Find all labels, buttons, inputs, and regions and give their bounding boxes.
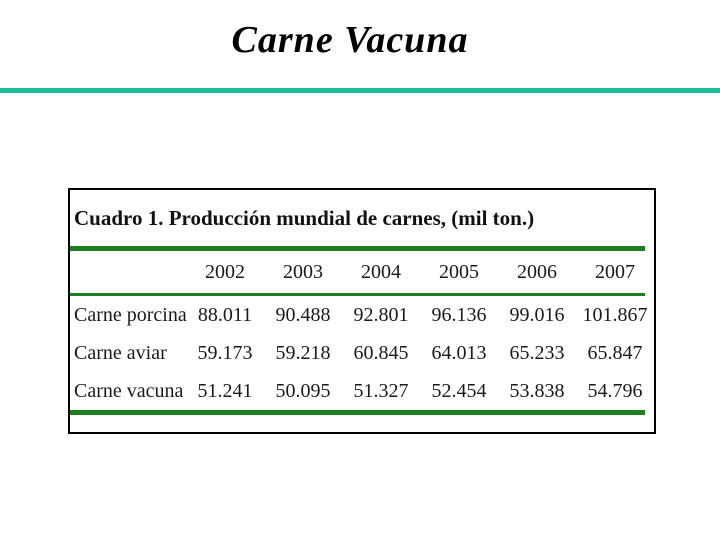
year-column-header: 2005 [439, 260, 479, 283]
value-cell: 52.454 [431, 379, 487, 402]
table-row: Carne aviar 59.173 59.218 60.845 64.013 … [70, 334, 654, 372]
value-cell: 65.233 [509, 341, 565, 364]
title-divider-rule [0, 88, 720, 93]
table-caption: Cuadro 1. Producción mundial de carnes, … [74, 205, 535, 230]
table-row: Carne porcina 88.011 90.488 92.801 96.13… [70, 296, 654, 334]
table-row: Carne vacuna 51.241 50.095 51.327 52.454… [70, 372, 654, 410]
header-divider-rule [70, 293, 645, 296]
year-column-header: 2007 [595, 260, 635, 283]
value-cell: 101.867 [582, 303, 648, 326]
year-column-header: 2002 [205, 260, 245, 283]
value-cell: 88.011 [197, 303, 253, 326]
year-column-header: 2006 [517, 260, 557, 283]
value-cell: 59.218 [275, 341, 331, 364]
year-column-header: 2003 [283, 260, 323, 283]
value-cell: 96.136 [431, 303, 487, 326]
row-label: Carne vacuna [74, 379, 184, 402]
value-cell: 53.838 [509, 379, 565, 402]
value-cell: 99.016 [509, 303, 565, 326]
row-label: Carne aviar [74, 341, 167, 364]
value-cell: 54.796 [587, 379, 643, 402]
value-cell: 92.801 [353, 303, 409, 326]
value-cell: 65.847 [587, 341, 643, 364]
value-cell: 50.095 [275, 379, 331, 402]
year-column-header: 2004 [361, 260, 401, 283]
value-cell: 90.488 [275, 303, 331, 326]
value-cell: 60.845 [353, 341, 409, 364]
value-cell: 64.013 [431, 341, 487, 364]
table-bottom-gap [70, 415, 654, 432]
slide-title: Carne Vacuna [231, 19, 469, 61]
row-label: Carne porcina [74, 303, 187, 326]
caption-divider-rule [70, 246, 645, 251]
value-cell: 59.173 [197, 341, 253, 364]
value-cell: 51.241 [197, 379, 253, 402]
value-cell: 51.327 [353, 379, 409, 402]
production-table: Cuadro 1. Producción mundial de carnes, … [68, 188, 656, 434]
table-bottom-rule [70, 410, 645, 415]
table-header-row: 2002 2003 2004 2005 2006 2007 [70, 251, 654, 293]
